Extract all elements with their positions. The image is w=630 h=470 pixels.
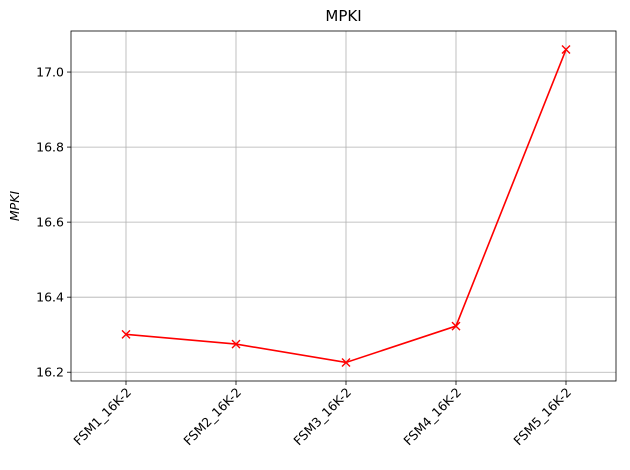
chart-title: MPKI [325, 7, 361, 25]
grid-layer [71, 31, 616, 381]
data-point-marker [451, 321, 461, 331]
x-tick-label: FSM2_16K-2 [180, 385, 244, 449]
plot-frame [70, 30, 617, 382]
x-tick-label: FSM5_16K-2 [510, 385, 574, 449]
x-tick-label: FSM1_16K-2 [70, 385, 134, 449]
x-tick-label: FSM4_16K-2 [400, 385, 464, 449]
y-tick-label: 17.0 [36, 65, 64, 80]
x-tick-label: FSM3_16K-2 [290, 385, 354, 449]
y-tick-label: 16.8 [36, 140, 64, 155]
ticks-layer: FSM1_16K-2 FSM2_16K-2 FSM3_16K-2 FSM4_16K-2… [36, 65, 574, 449]
data-point-marker [121, 329, 131, 339]
series-layer [121, 45, 571, 367]
y-axis-label: MPKI [7, 191, 22, 222]
data-point-marker [561, 45, 571, 55]
y-tick-label: 16.2 [36, 365, 64, 380]
y-tick-label: 16.4 [36, 290, 64, 305]
y-tick-label: 16.6 [36, 215, 64, 230]
data-point-marker [341, 357, 351, 367]
data-point-marker [231, 339, 241, 349]
